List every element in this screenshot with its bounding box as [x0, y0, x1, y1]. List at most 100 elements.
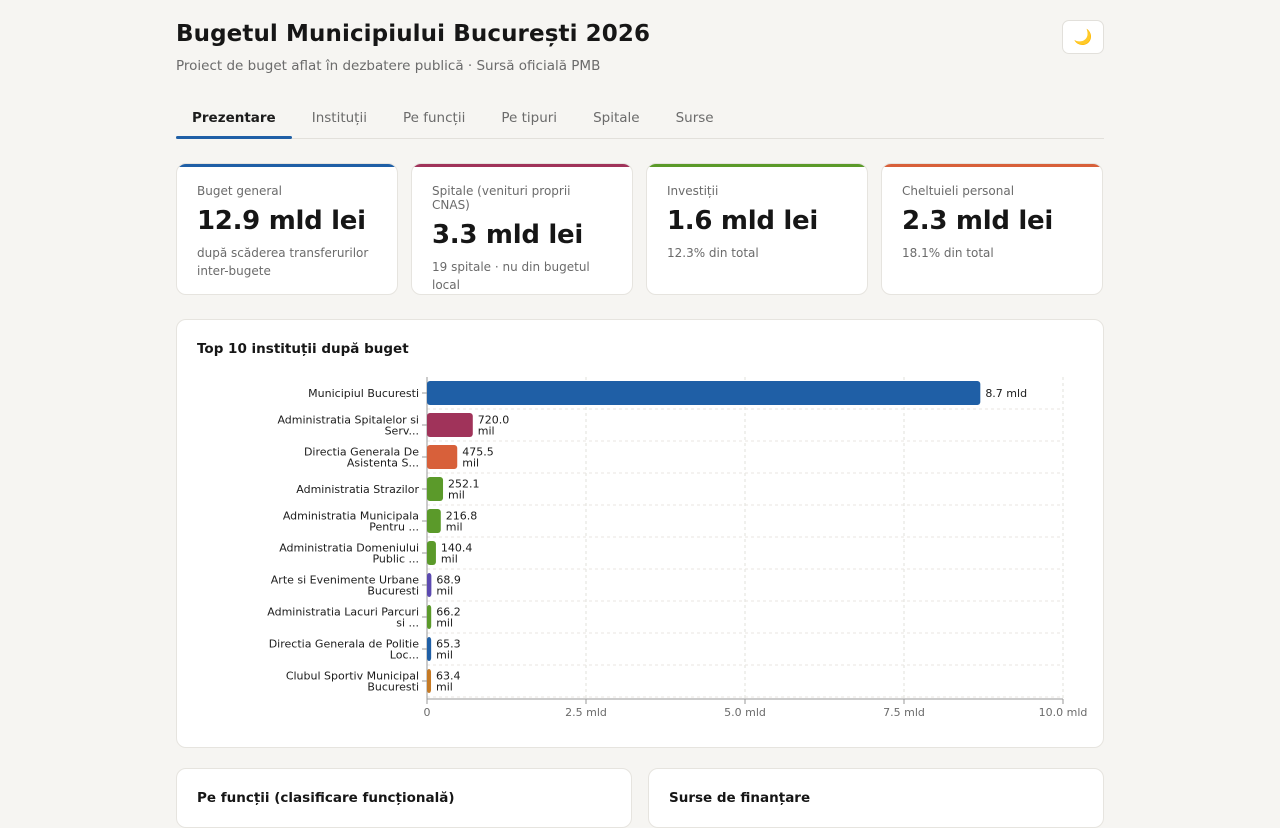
value-label: 66.2 mil — [436, 606, 461, 630]
value-label-line: 68.9 — [436, 574, 461, 587]
kpi-value: 3.3 mld lei — [432, 220, 583, 250]
kpi-card-cheltuieli-personal: Cheltuieli personal 2.3 mld lei 18.1% di… — [881, 163, 1103, 295]
tab-pe-tipuri[interactable]: Pe tipuri — [501, 110, 558, 126]
value-label-line: 252.1 — [448, 478, 480, 491]
category-label-line: si ... — [396, 617, 419, 630]
bar — [427, 637, 432, 661]
value-label: 252.1 mil — [448, 478, 480, 502]
funding-sources-card-title: Surse de finanțare — [669, 790, 811, 806]
value-label: 68.9 mil — [436, 574, 461, 598]
category-label: Administratia Spitalelor si Serv... — [277, 414, 419, 438]
tab-prezentare[interactable]: Prezentare — [176, 100, 292, 139]
category-label-line: Serv... — [385, 425, 419, 438]
category-label: Directia Generala De Asistenta S... — [304, 446, 419, 470]
category-label-line: Public ... — [372, 553, 419, 566]
kpi-note: 12.3% din total — [667, 246, 759, 260]
category-label: Administratia Strazilor — [296, 483, 419, 496]
value-label-line: 216.8 — [446, 510, 478, 523]
value-label: 8.7 mld — [985, 387, 1027, 400]
page-title: Bugetul Municipiului București 2026 — [176, 21, 651, 47]
functions-card: Pe funcții (clasificare funcțională) — [176, 768, 632, 828]
bar — [427, 477, 444, 501]
kpi-value: 1.6 mld lei — [667, 206, 818, 236]
category-label: Administratia Municipala Pentru ... — [283, 510, 419, 534]
value-label-line: mil — [462, 457, 479, 470]
value-label-line: mil — [436, 585, 453, 598]
category-label: Directia Generala de Politie Loc... — [269, 638, 420, 662]
category-label-line: Directia Generala de Politie — [269, 638, 420, 651]
top-institutions-chart-card: Top 10 instituții după buget 0 2.5 mld 5.0… — [176, 319, 1104, 748]
category-label-line: Asistenta S... — [347, 457, 419, 470]
category-label-line: Administratia Spitalelor si — [277, 414, 419, 427]
kpi-card-buget-general: Buget general 12.9 mld lei după scăderea… — [176, 163, 398, 295]
tab-bar: Prezentare Instituții Pe funcții Pe tipu… — [176, 100, 1104, 139]
tab-spitale[interactable]: Spitale — [593, 110, 640, 126]
theme-toggle-button[interactable]: 🌙 — [1062, 20, 1104, 54]
value-label-line: mil — [448, 489, 465, 502]
moon-icon: 🌙 — [1073, 28, 1093, 46]
kpi-card-spitale: Spitale (venituri proprii CNAS) 3.3 mld … — [411, 163, 633, 295]
value-label-line: 8.7 mld — [985, 387, 1027, 400]
category-label-line: Bucuresti — [367, 585, 419, 598]
kpi-row: Buget general 12.9 mld lei după scăderea… — [176, 163, 1104, 295]
value-label-line: mil — [441, 553, 458, 566]
value-label: 63.4 mil — [436, 670, 461, 694]
x-tick-label: 5.0 mld — [724, 706, 766, 719]
kpi-label: Cheltuieli personal — [902, 184, 1015, 198]
category-label-line: Administratia Municipala — [283, 510, 419, 523]
bar — [427, 509, 441, 533]
kpi-note: 18.1% din total — [902, 246, 994, 260]
value-label-line: mil — [478, 425, 495, 438]
bar — [427, 669, 432, 693]
category-label: Administratia Lacuri Parcuri si ... — [267, 606, 419, 630]
category-label-line: Municipiul Bucuresti — [308, 387, 419, 400]
value-label-line: mil — [446, 521, 463, 534]
value-label-line: 140.4 — [441, 542, 473, 555]
category-label-line: Administratia Domeniului — [279, 542, 419, 555]
x-tick-label: 7.5 mld — [883, 706, 925, 719]
tab-pe-functii[interactable]: Pe funcții — [402, 110, 466, 126]
kpi-label: Spitale (venituri proprii CNAS) — [432, 184, 571, 212]
x-tick-label: 2.5 mld — [565, 706, 607, 719]
category-label-line: Pentru ... — [369, 521, 419, 534]
kpi-card-investitii: Investiții 1.6 mld lei 12.3% din total — [646, 163, 868, 295]
funding-sources-card: Surse de finanțare — [648, 768, 1104, 828]
category-label-line: Administratia Strazilor — [296, 483, 419, 496]
tab-surse[interactable]: Surse — [675, 110, 714, 126]
value-label: 720.0 mil — [478, 414, 510, 438]
kpi-accent-bar — [177, 164, 397, 167]
kpi-note: după scăderea transferurilor inter-buget… — [197, 246, 369, 278]
value-label: 216.8 mil — [446, 510, 478, 534]
value-label-line: mil — [436, 617, 453, 630]
category-label: Administratia Domeniului Public ... — [279, 542, 419, 566]
value-label: 475.5 mil — [462, 446, 494, 470]
kpi-accent-bar — [412, 164, 632, 167]
value-label-line: 63.4 — [436, 670, 461, 683]
bar — [427, 605, 432, 629]
tab-institutii[interactable]: Instituții — [311, 110, 367, 126]
kpi-label: Buget general — [197, 184, 282, 198]
bar — [427, 445, 458, 469]
bar — [427, 381, 981, 405]
category-label: Clubul Sportiv Municipal Bucuresti — [286, 670, 419, 694]
page-container: Bugetul Municipiului București 2026 Proi… — [176, 0, 1104, 828]
value-label-line: 66.2 — [436, 606, 461, 619]
value-label-line: 475.5 — [462, 446, 494, 459]
value-label: 140.4 mil — [441, 542, 473, 566]
category-label-line: Arte si Evenimente Urbane — [271, 574, 419, 587]
category-label-line: Bucuresti — [367, 681, 419, 694]
bar-chart: 0 2.5 mld 5.0 mld 7.5 mld 10.0 mld Municipiul… — [267, 377, 1087, 719]
functions-card-title: Pe funcții (clasificare funcțională) — [197, 790, 455, 806]
category-label: Municipiul Bucuresti — [308, 387, 419, 400]
value-label: 65.3 mil — [436, 638, 461, 662]
value-label-line: mil — [436, 649, 453, 662]
category-label: Arte si Evenimente Urbane Bucuresti — [271, 574, 419, 598]
chart-card-title: Top 10 instituții după buget — [197, 341, 409, 357]
kpi-value: 2.3 mld lei — [902, 206, 1053, 236]
kpi-accent-bar — [882, 164, 1102, 167]
category-label-line: Clubul Sportiv Municipal — [286, 670, 419, 683]
kpi-value: 12.9 mld lei — [197, 206, 366, 236]
value-label-line: 720.0 — [478, 414, 510, 427]
x-tick-label: 0 — [424, 706, 431, 719]
category-label-line: Administratia Lacuri Parcuri — [267, 606, 419, 619]
